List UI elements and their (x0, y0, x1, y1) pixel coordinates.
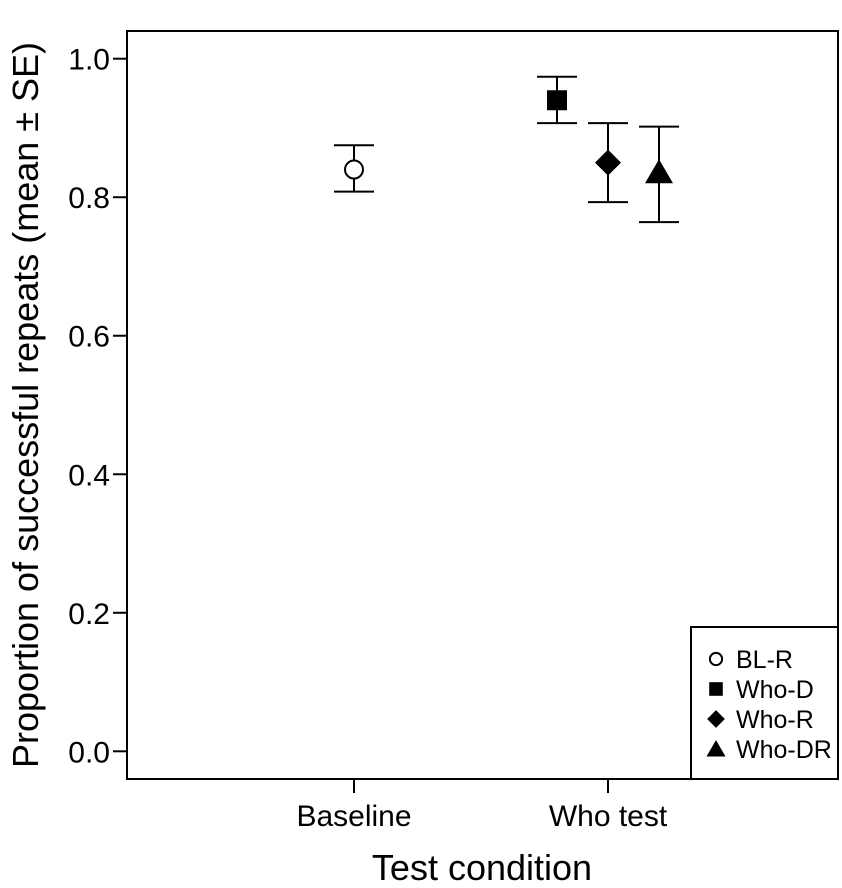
plot-frame (126, 30, 839, 780)
x-tick-label: Baseline (296, 800, 411, 833)
legend-marker-who-d (709, 682, 723, 696)
legend-label: Who-R (736, 706, 814, 734)
legend-marker-who-r (707, 710, 725, 728)
point-who-dr (639, 125, 679, 224)
y-tick-label: 0.0 (68, 736, 110, 769)
y-axis-title: Proportion of successful repeats (mean ±… (5, 42, 46, 768)
legend-label: Who-DR (736, 736, 832, 764)
legend-marker-who-dr (706, 740, 726, 757)
marker-triangle (645, 159, 673, 184)
legend-marker-bl-r (708, 651, 724, 667)
x-axis-title: Test condition (372, 847, 592, 888)
marker-square (547, 90, 567, 111)
y-tick-label: 0.2 (68, 598, 110, 631)
point-who-d (537, 75, 577, 125)
y-tick-label: 1.0 (68, 44, 110, 77)
marker-diamond (595, 149, 621, 176)
point-bl-r (334, 144, 374, 193)
legend-label: BL-R (736, 646, 793, 674)
data-points (334, 75, 679, 224)
x-tick-label: Who test (549, 800, 668, 833)
y-tick-label: 0.8 (68, 182, 110, 215)
marker-open-circle (344, 159, 364, 180)
point-who-r (588, 122, 628, 204)
y-tick-label: 0.6 (68, 321, 110, 354)
y-tick-label: 0.4 (68, 459, 110, 492)
y-axis: 0.0 0.2 0.4 0.6 0.8 1.0 (68, 44, 127, 769)
legend-label: Who-D (736, 676, 814, 704)
x-axis: Baseline Who test (296, 779, 668, 833)
